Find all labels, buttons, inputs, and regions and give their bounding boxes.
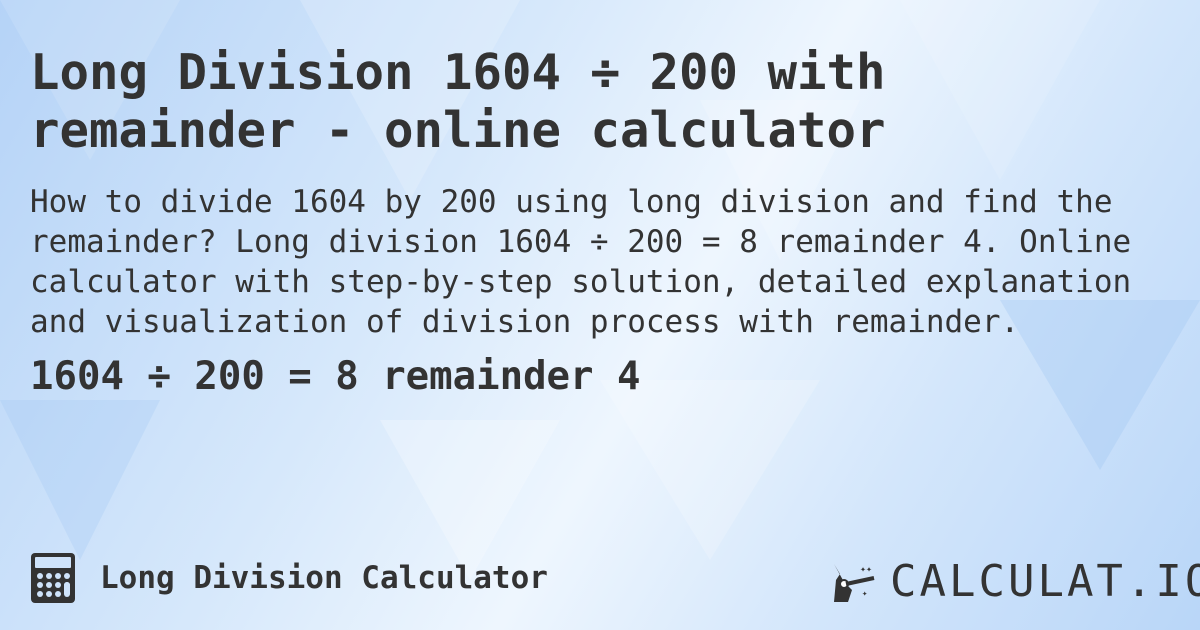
calculat-io-logo[interactable]: ✦✦ ✦ CALCULAT.IO	[830, 556, 1200, 607]
svg-text:✦✦: ✦✦	[860, 564, 872, 575]
division-result: 1604 ÷ 200 = 8 remainder 4	[30, 354, 641, 399]
calculator-icon	[31, 553, 75, 603]
description: How to divide 1604 by 200 using long div…	[30, 184, 1132, 340]
logo-text: CALCULAT.IO	[890, 556, 1200, 607]
magic-hand-icon: ✦✦ ✦	[834, 563, 875, 602]
calculator-name-link[interactable]: Long Division Calculator	[100, 560, 548, 596]
page-title: Long Division 1604 ÷ 200 with remainder …	[30, 44, 886, 159]
svg-text:✦: ✦	[862, 589, 868, 599]
